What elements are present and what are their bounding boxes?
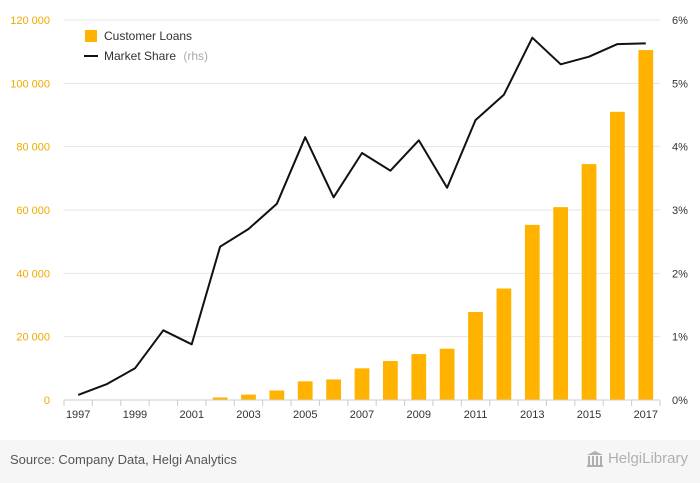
y-right-tick-label: 5% xyxy=(672,78,688,90)
chart: 0 0% 20 000 1% 40 000 2% 60 000 3% 80 000 4% 100 0… xyxy=(10,15,688,421)
source-text: Source: Company Data, Helgi Analytics xyxy=(10,452,237,467)
x-tick-label: 2011 xyxy=(464,409,488,421)
x-tick-label: 2009 xyxy=(407,409,431,421)
axes: 0 0% 20 000 1% 40 000 2% 60 000 3% 80 000 4% 100 0… xyxy=(10,15,688,421)
bar-2012 xyxy=(496,288,512,400)
legend-swatch-customer-loans xyxy=(85,30,97,42)
x-tick-label: 2017 xyxy=(634,409,658,421)
y-left-tick-label: 80 000 xyxy=(16,142,50,154)
bar-2017 xyxy=(638,50,654,400)
bar-2010 xyxy=(439,348,455,400)
bar-2006 xyxy=(326,379,341,400)
y-left-tick-label: 120 000 xyxy=(10,15,50,27)
y-right-tick-label: 1% xyxy=(672,332,688,344)
library-icon xyxy=(586,450,603,467)
y-right-tick-label: 3% xyxy=(672,205,688,217)
bar-2007 xyxy=(354,368,370,400)
x-tick-label: 1999 xyxy=(123,409,147,421)
y-right-tick-label: 4% xyxy=(672,142,688,154)
bar-2016 xyxy=(610,111,625,400)
bar-2011 xyxy=(468,311,483,400)
x-tick-label: 2005 xyxy=(293,409,317,421)
bar-2015 xyxy=(581,164,597,400)
y-left-tick-label: 20 000 xyxy=(16,332,50,344)
bar-series-customer-loans xyxy=(212,50,654,400)
y-left-tick-label: 0 xyxy=(44,395,50,407)
brand-logo: HelgiLibrary xyxy=(586,450,688,467)
legend-label-market-share: Market Share (rhs) xyxy=(104,49,208,63)
y-left-tick-label: 100 000 xyxy=(10,78,50,90)
x-tick-label: 2013 xyxy=(520,409,544,421)
bar-2009 xyxy=(411,354,427,400)
y-left-tick-label: 60 000 xyxy=(16,205,50,217)
market-share-line xyxy=(77,36,646,396)
y-left-tick-label: 40 000 xyxy=(16,268,50,280)
y-right-tick-label: 0% xyxy=(672,395,688,407)
line-series-market-share xyxy=(77,36,646,396)
x-tick-label: 2007 xyxy=(350,409,374,421)
bar-2008 xyxy=(383,361,398,400)
x-tick-label: 2015 xyxy=(577,409,601,421)
bar-2002 xyxy=(212,397,228,400)
legend-label-market-share-name: Market Share xyxy=(104,49,176,63)
bar-2004 xyxy=(269,390,285,400)
gridlines xyxy=(64,19,660,338)
brand-name: HelgiLibrary xyxy=(607,450,688,467)
footer: Source: Company Data, Helgi Analytics He… xyxy=(0,440,700,483)
legend: Customer Loans Market Share (rhs) xyxy=(84,29,208,63)
y-right-tick-label: 2% xyxy=(672,268,688,280)
x-tick-label: 1997 xyxy=(66,409,90,421)
y-right-tick-label: 6% xyxy=(672,15,688,27)
x-tick-label: 2001 xyxy=(179,409,203,421)
bar-2005 xyxy=(297,381,313,400)
bar-2014 xyxy=(553,207,569,400)
bar-2003 xyxy=(241,394,256,400)
legend-label-customer-loans: Customer Loans xyxy=(104,29,192,43)
bar-2013 xyxy=(524,224,540,400)
x-tick-label: 2003 xyxy=(236,409,260,421)
legend-label-market-share-suffix: (rhs) xyxy=(183,49,208,63)
